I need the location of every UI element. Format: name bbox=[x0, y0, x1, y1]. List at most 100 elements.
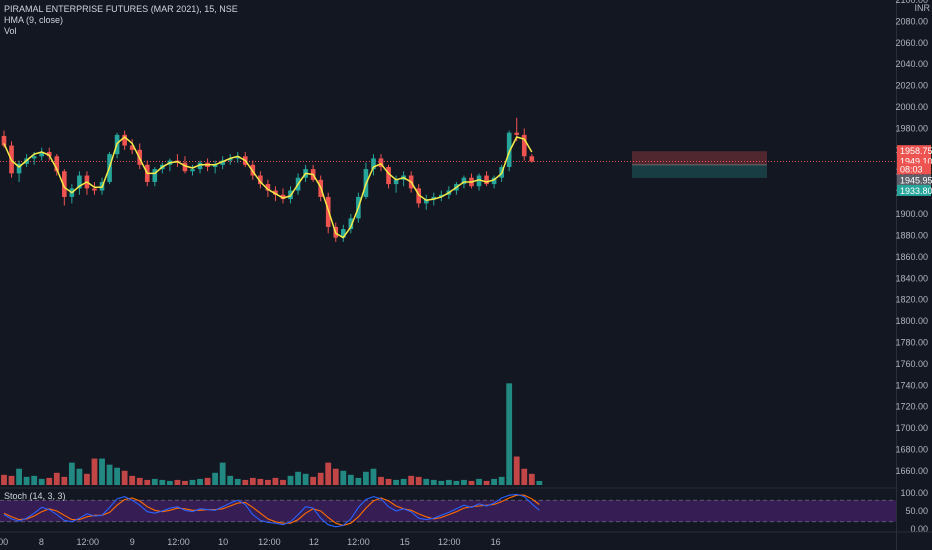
volume-bar bbox=[340, 470, 347, 485]
candle-body bbox=[31, 156, 37, 159]
volume-bar bbox=[310, 476, 317, 485]
price-tick-label: 2040.00 bbox=[895, 59, 928, 69]
volume-bar bbox=[408, 475, 415, 485]
price-axis-bg bbox=[896, 0, 932, 550]
volume-bar bbox=[453, 480, 460, 485]
volume-legend[interactable]: Vol bbox=[4, 26, 17, 36]
price-tick-label: 2080.00 bbox=[895, 16, 928, 26]
candle-body bbox=[258, 175, 263, 185]
volume-bar bbox=[461, 479, 467, 485]
volume-bar bbox=[415, 476, 422, 485]
volume-bar bbox=[61, 476, 68, 485]
price-tick-label: 1660.00 bbox=[895, 466, 928, 476]
price-tag-bg bbox=[897, 174, 931, 186]
candle-body bbox=[348, 218, 354, 230]
candle-body bbox=[484, 175, 489, 185]
volume-bar bbox=[189, 479, 196, 485]
volume-bar bbox=[438, 480, 445, 485]
volume-bar bbox=[242, 479, 249, 485]
candle-body bbox=[152, 169, 158, 182]
volume-bar bbox=[257, 478, 264, 485]
volume-bar bbox=[159, 479, 166, 485]
stoch-k-line bbox=[3, 493, 540, 528]
volume-bar bbox=[212, 472, 219, 485]
volume-bar bbox=[114, 467, 120, 485]
candle-body bbox=[423, 199, 429, 204]
candle-body bbox=[439, 194, 444, 197]
price-tick-label: 1980.00 bbox=[895, 123, 928, 133]
time-tick-label: 12:00 bbox=[0, 537, 8, 547]
candle-body bbox=[182, 162, 188, 172]
volume-bar bbox=[347, 474, 354, 485]
candle-body bbox=[220, 160, 225, 165]
position-target-zone bbox=[632, 151, 767, 165]
price-tick-label: 1780.00 bbox=[895, 338, 928, 348]
candle-body bbox=[92, 188, 97, 191]
volume-bar bbox=[8, 475, 15, 485]
symbol-title[interactable]: PIRAMAL ENTERPRISE FUTURES (MAR 2021), 1… bbox=[4, 4, 238, 14]
volume-bar bbox=[521, 468, 528, 485]
candle-body bbox=[506, 132, 512, 167]
stoch-tick-label: 0.00 bbox=[910, 524, 928, 534]
candle-body bbox=[461, 177, 467, 185]
price-tick-label: 1720.00 bbox=[895, 402, 928, 412]
volume-bar bbox=[151, 478, 158, 485]
volume-bar bbox=[363, 471, 369, 485]
volume-bar bbox=[182, 480, 188, 485]
stoch-tick-label: 100.00 bbox=[900, 488, 928, 498]
volume-bar bbox=[129, 475, 136, 485]
volume-bar bbox=[227, 475, 234, 485]
volume-bar bbox=[385, 478, 392, 485]
price-tick-label: 1840.00 bbox=[895, 273, 928, 283]
volume-bar bbox=[423, 478, 430, 485]
candle-body bbox=[416, 188, 421, 204]
volume-bar bbox=[84, 473, 90, 485]
price-tag-label: 1949.10 bbox=[900, 157, 932, 167]
candle-body bbox=[77, 175, 82, 189]
currency-label: INR bbox=[915, 3, 931, 13]
volume-bar bbox=[491, 478, 497, 485]
time-tick-label: 8 bbox=[39, 537, 44, 547]
stoch-legend[interactable]: Stoch (14, 3, 3) bbox=[4, 491, 66, 501]
candle-body bbox=[265, 184, 271, 191]
candle-body bbox=[122, 134, 127, 146]
volume-bar bbox=[219, 462, 226, 485]
price-tick-label: 2000.00 bbox=[895, 102, 928, 112]
volume-bar bbox=[430, 479, 437, 485]
volume-bar bbox=[393, 479, 399, 485]
price-tick-label: 1680.00 bbox=[895, 445, 928, 455]
price-tick-label: 1900.00 bbox=[895, 209, 928, 219]
volume-bar bbox=[302, 473, 309, 485]
price-tag-bg bbox=[897, 184, 931, 196]
price-tag-label: 08:03 bbox=[900, 164, 923, 174]
price-tick-label: 1760.00 bbox=[895, 359, 928, 369]
volume-bar bbox=[16, 468, 22, 485]
candle-body bbox=[46, 151, 52, 157]
time-tick-label: 12:00 bbox=[438, 537, 461, 547]
time-tick-label: 9 bbox=[130, 537, 135, 547]
candle-body bbox=[227, 158, 233, 161]
price-tick-label: 2020.00 bbox=[895, 81, 928, 91]
volume-bar bbox=[476, 478, 482, 485]
volume-bar bbox=[536, 480, 543, 485]
volume-bar bbox=[38, 478, 45, 485]
price-tick-label: 2060.00 bbox=[895, 38, 928, 48]
volume-bar bbox=[144, 479, 151, 485]
candle-body bbox=[521, 134, 527, 157]
candle-body bbox=[529, 156, 535, 162]
volume-bar bbox=[400, 478, 407, 485]
candle-body bbox=[476, 175, 482, 187]
price-tag-label: 1933.80 bbox=[900, 186, 932, 196]
volume-bar bbox=[204, 477, 211, 485]
candle-body bbox=[431, 196, 437, 200]
time-tick-label: 15 bbox=[400, 537, 410, 547]
volume-bar bbox=[513, 456, 520, 485]
volume-bar bbox=[498, 476, 505, 485]
hma-legend[interactable]: HMA (9, close) bbox=[4, 15, 64, 25]
candle-body bbox=[273, 190, 278, 195]
volume-bar bbox=[234, 478, 241, 485]
candle-body bbox=[190, 169, 195, 172]
volume-bar bbox=[265, 479, 271, 485]
